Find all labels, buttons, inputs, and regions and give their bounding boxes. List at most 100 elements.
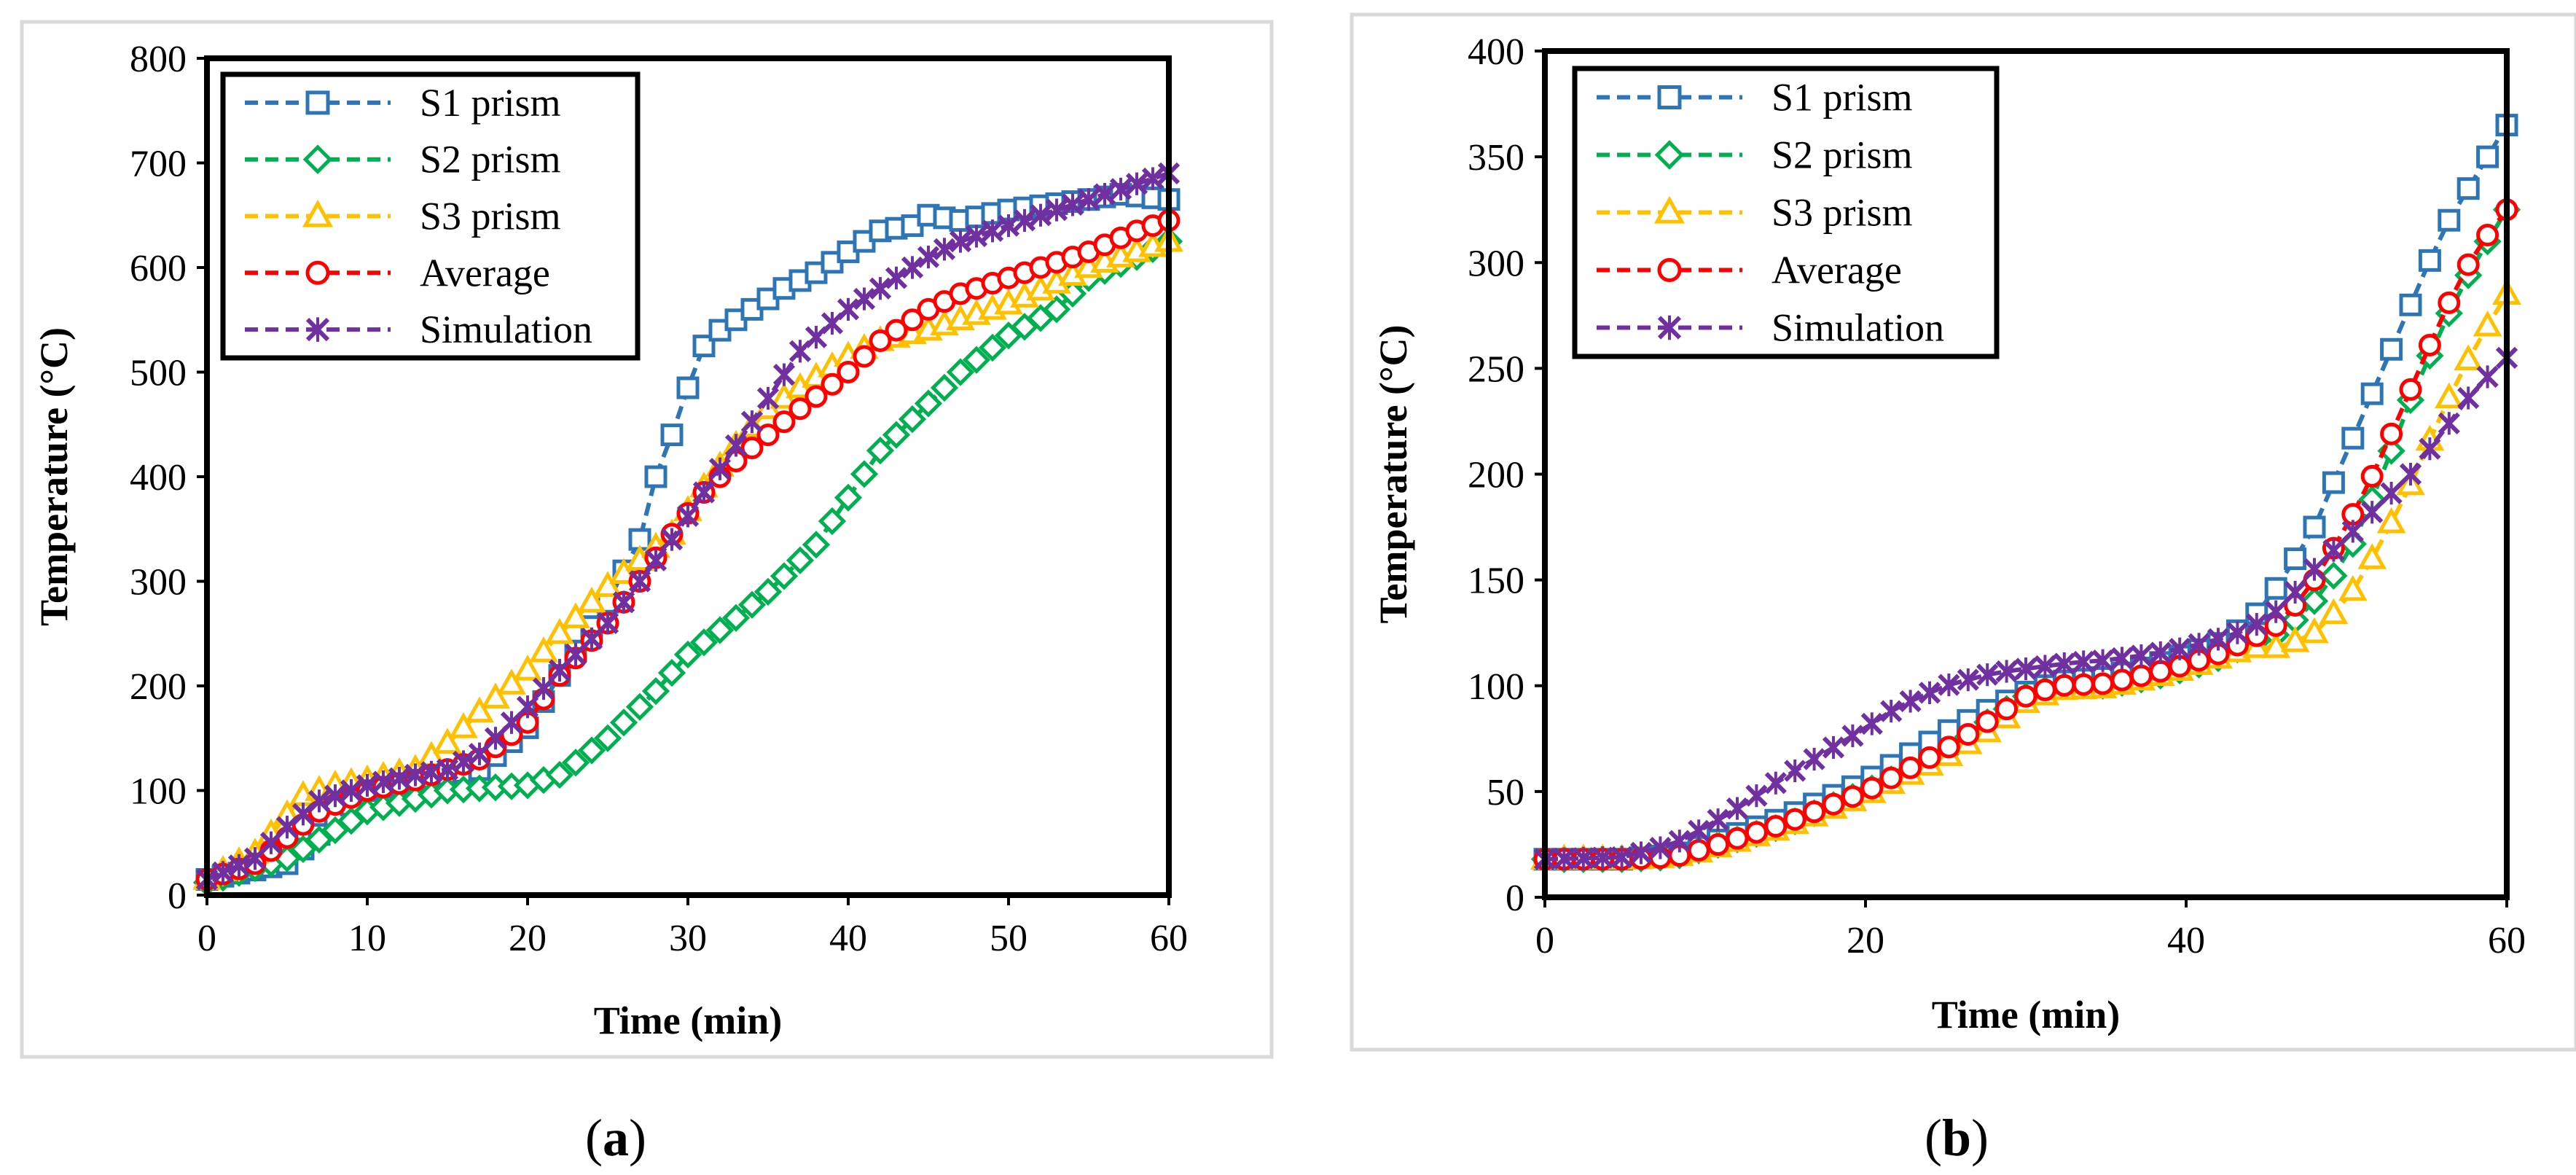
data-point [1822,792,1845,816]
chart-a-series-5 [195,162,1181,891]
legend-item: Average [245,251,550,294]
data-point [1899,690,1922,713]
data-point [1688,819,1710,843]
y-tick-label: 50 [1487,772,1524,813]
data-point [500,711,523,734]
y-tick-label: 350 [1468,137,1524,179]
data-point [532,676,555,700]
data-point [788,397,812,421]
data-point [978,333,1007,362]
data-point [2338,574,2368,601]
chart-a-svg: 0 100 200 300 400 500 600 700 800 0 10 20 30 40 50 60 Ti… [20,20,1274,1059]
data-point [628,569,651,593]
x-tick-label: 60 [1150,918,1188,959]
data-point [2473,310,2502,337]
data-point [772,363,796,386]
data-point [981,219,1004,243]
legend-item: S1 prism [1597,76,1913,120]
data-point [2110,668,2134,692]
data-point [2110,647,2134,670]
data-point [1045,198,1068,222]
data-point [692,335,716,358]
data-point [2072,650,2095,674]
data-point [1995,660,2018,683]
data-point [308,789,331,813]
data-point [2319,598,2349,625]
data-point [2245,612,2268,636]
data-point [2303,558,2326,581]
data-point [965,225,988,248]
data-point [1860,776,1884,800]
data-point [577,586,606,613]
y-tick-label: 400 [130,457,187,499]
data-point [513,655,542,681]
data-point [2091,672,2115,695]
data-point [1783,808,1806,831]
data-point [837,361,860,383]
data-point [2438,208,2461,232]
data-point [1042,295,1071,324]
data-point [901,256,924,279]
data-point [2053,652,2075,676]
legend-marker [1657,85,1682,109]
data-point [1745,821,1768,844]
y-tick-label: 400 [1468,31,1524,73]
x-tick-label: 60 [2488,920,2526,961]
data-point [1938,673,1960,697]
legend-label: S2 prism [1772,133,1913,177]
data-point [1976,663,1999,687]
data-point [737,590,767,619]
y-axis-label: Temperature (°C) [32,327,76,626]
data-point [1918,681,1941,705]
data-point [2303,515,2326,539]
data-point [997,214,1020,238]
data-point [949,230,972,253]
data-point [561,749,590,777]
data-point [612,590,635,614]
data-point [1707,808,1729,832]
data-point [1109,177,1132,200]
y-tick-label: 500 [130,353,187,394]
data-point [1784,759,1806,783]
data-point [2129,664,2153,687]
data-point [2300,617,2329,644]
data-point [2341,520,2364,543]
data-point [853,287,876,311]
data-point [580,627,603,651]
data-point [2091,649,2114,672]
legend-marker [302,199,334,227]
data-point [484,727,507,750]
data-point [756,423,780,447]
data-point [869,277,892,300]
chart-b-axes: 0 50 100 150 200 250 300 350 400 0 20 40 60 Time (min… [1371,31,2526,1037]
legend-marker [305,90,330,115]
data-point [593,571,622,597]
data-point [724,434,748,457]
data-point [898,405,927,434]
data-point [1860,712,1883,735]
legend-label: S3 prism [1772,191,1913,235]
data-point [1707,833,1730,856]
chart-b-series-group [1530,114,2521,873]
data-point [1649,836,1672,859]
data-point [802,531,831,559]
data-point [2169,637,2191,660]
legend-marker [1653,195,1686,224]
data-point [834,483,863,512]
data-point [2207,628,2230,651]
data-point [1803,800,1826,824]
data-point [740,410,764,434]
data-point [1822,735,1845,760]
data-point [2226,621,2249,644]
data-point [676,376,700,399]
data-point [786,546,815,574]
data-point [1572,846,1594,870]
caption-b-label: b [1941,1109,1972,1167]
data-point [901,308,924,332]
data-point [2014,657,2037,681]
data-point [1879,766,1903,789]
data-point [804,385,828,408]
data-point [2014,684,2037,708]
data-point [548,658,571,682]
y-tick-label: 300 [1468,243,1524,284]
